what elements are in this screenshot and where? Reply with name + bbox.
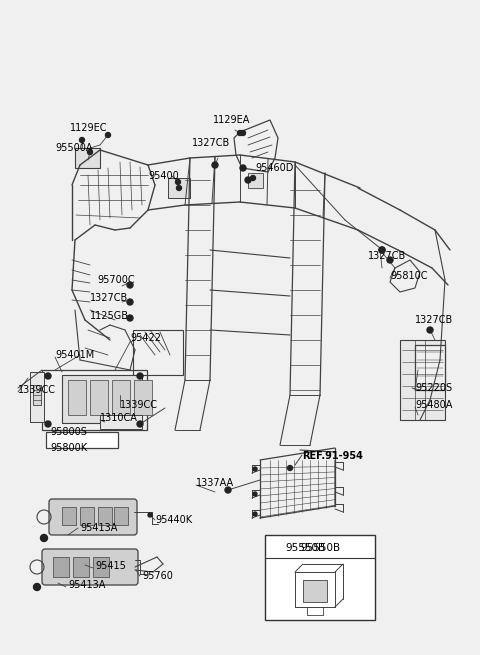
Text: 1327CB: 1327CB: [90, 293, 128, 303]
Circle shape: [225, 487, 231, 493]
Bar: [62, 507, 76, 525]
Text: 1337AA: 1337AA: [196, 478, 234, 488]
Bar: [33, 385, 41, 405]
Bar: [68, 380, 86, 415]
Circle shape: [253, 512, 257, 516]
Circle shape: [251, 176, 255, 181]
Polygon shape: [390, 260, 420, 292]
FancyBboxPatch shape: [42, 549, 138, 585]
Bar: [133, 330, 183, 375]
Bar: [46, 432, 118, 448]
Bar: [90, 380, 108, 415]
Circle shape: [137, 373, 143, 379]
Text: 95550B: 95550B: [285, 543, 325, 553]
Bar: [53, 557, 69, 577]
Text: 95500A: 95500A: [55, 143, 93, 153]
Text: 1129EA: 1129EA: [213, 115, 251, 125]
Circle shape: [127, 315, 133, 321]
Bar: [30, 372, 44, 422]
Circle shape: [106, 132, 110, 138]
Text: 95413A: 95413A: [68, 580, 106, 590]
Circle shape: [240, 165, 246, 171]
Text: 95700C: 95700C: [97, 275, 134, 285]
Circle shape: [288, 466, 292, 470]
Text: 95460D: 95460D: [255, 163, 293, 173]
Bar: [303, 580, 327, 602]
Bar: [42, 370, 147, 430]
Circle shape: [137, 421, 143, 427]
Text: 95480A: 95480A: [415, 400, 452, 410]
Bar: [134, 380, 152, 415]
Bar: [100, 415, 142, 429]
Text: 95800K: 95800K: [50, 443, 87, 453]
Text: 1310CA: 1310CA: [100, 413, 138, 423]
Text: 95413A: 95413A: [80, 523, 118, 533]
Text: 95415: 95415: [95, 561, 126, 571]
Text: 95422: 95422: [130, 333, 161, 343]
Circle shape: [127, 282, 133, 288]
Text: 1327CB: 1327CB: [192, 138, 230, 148]
Text: 1327CB: 1327CB: [415, 315, 453, 325]
Text: 95220S: 95220S: [415, 383, 452, 393]
Bar: [62, 375, 142, 423]
Circle shape: [176, 179, 180, 185]
Bar: [265, 535, 375, 620]
Circle shape: [427, 327, 433, 333]
Bar: [75, 148, 100, 168]
Text: 95760: 95760: [142, 571, 173, 581]
Bar: [168, 178, 190, 198]
Text: 1125GB: 1125GB: [90, 311, 129, 321]
FancyBboxPatch shape: [49, 499, 137, 535]
Circle shape: [240, 130, 245, 136]
Circle shape: [45, 373, 51, 379]
Bar: [80, 507, 94, 525]
Circle shape: [80, 138, 84, 143]
Bar: [114, 507, 128, 525]
Circle shape: [238, 130, 242, 136]
Text: 95440K: 95440K: [155, 515, 192, 525]
Bar: [415, 345, 445, 390]
Circle shape: [34, 584, 40, 591]
Text: 1339CC: 1339CC: [18, 385, 56, 395]
Text: 95550B: 95550B: [300, 543, 340, 553]
Text: 95400: 95400: [148, 171, 179, 181]
Circle shape: [253, 467, 257, 471]
Circle shape: [127, 299, 133, 305]
Circle shape: [212, 162, 218, 168]
Bar: [93, 557, 109, 577]
Text: 1339CC: 1339CC: [120, 400, 158, 410]
Circle shape: [387, 257, 393, 263]
Circle shape: [40, 534, 48, 542]
Text: 1129EC: 1129EC: [70, 123, 108, 133]
Circle shape: [245, 177, 251, 183]
Text: 95800S: 95800S: [50, 427, 87, 437]
Bar: [248, 173, 263, 188]
Text: 95401M: 95401M: [55, 350, 94, 360]
Bar: [112, 380, 130, 415]
Text: REF.91-954: REF.91-954: [302, 451, 363, 461]
Circle shape: [45, 421, 51, 427]
Bar: [98, 507, 112, 525]
Circle shape: [253, 492, 257, 496]
Circle shape: [148, 513, 152, 517]
Bar: [73, 557, 89, 577]
Circle shape: [379, 247, 385, 253]
Circle shape: [177, 185, 181, 191]
Text: 95810C: 95810C: [390, 271, 428, 281]
Bar: [400, 340, 445, 420]
Circle shape: [379, 247, 385, 253]
Text: 1327CB: 1327CB: [368, 251, 406, 261]
Circle shape: [87, 149, 93, 155]
